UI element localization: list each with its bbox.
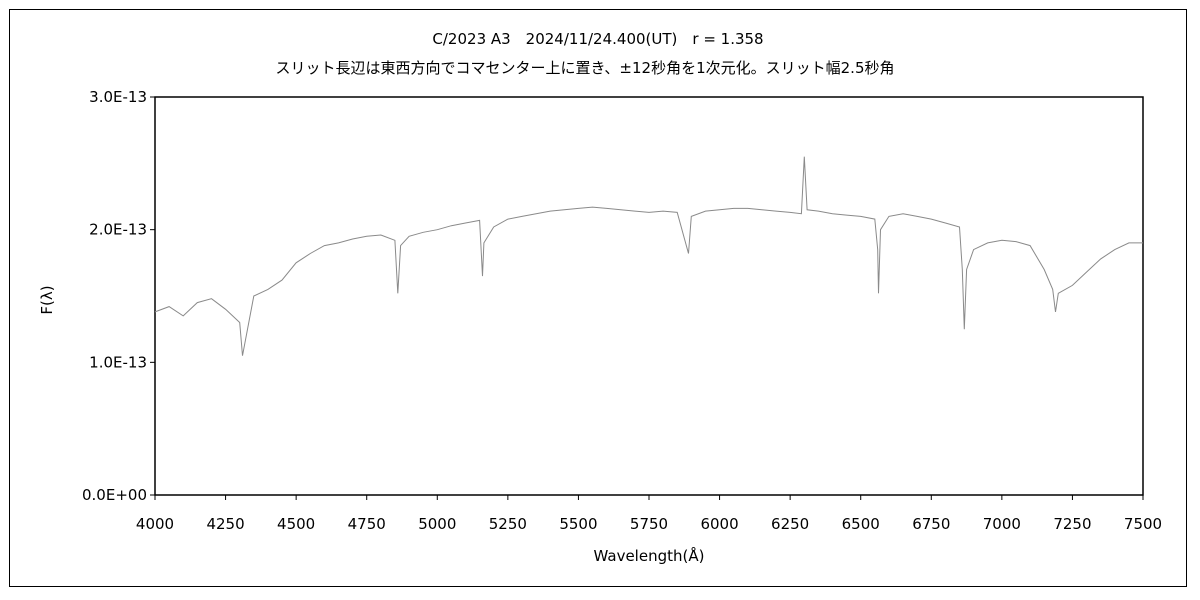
y-tick-label: 3.0E-13 [89, 88, 147, 106]
y-axis: 0.0E+00 1.0E-13 2.0E-13 3.0E-13 [82, 88, 155, 504]
x-tick-label: 5500 [559, 515, 597, 533]
chart-frame [9, 9, 1187, 587]
x-tick-label: 5250 [489, 515, 527, 533]
x-tick-label: 6500 [842, 515, 880, 533]
series-group [154, 156, 1143, 356]
x-tick-label: 7500 [1124, 515, 1162, 533]
x-tick-label: 6000 [700, 515, 738, 533]
x-tick-label: 4500 [277, 515, 315, 533]
x-tick-label: 5000 [418, 515, 456, 533]
x-tick-label: 6750 [912, 515, 950, 533]
spectrum-line [154, 156, 1143, 356]
x-tick-label: 5750 [630, 515, 668, 533]
plot-area-border [154, 96, 1144, 496]
x-tick-label: 7250 [1053, 515, 1091, 533]
chart-subtitle: スリット長辺は東西方向でコマセンター上に置き、±12秒角を1次元化。スリット幅2… [275, 59, 894, 77]
x-axis-label: Wavelength(Å) [594, 546, 705, 565]
y-axis-label: F(λ) [38, 285, 56, 314]
chart-title: C/2023 A3 2024/11/24.400(UT) r = 1.358 [432, 30, 763, 48]
x-tick-label: 7000 [983, 515, 1021, 533]
x-tick-label: 4750 [348, 515, 386, 533]
x-axis: 4000 4250 4500 4750 5000 5250 5500 5750 6000 6250… [136, 495, 1162, 533]
x-tick-label: 6250 [771, 515, 809, 533]
y-tick-label: 1.0E-13 [89, 353, 147, 371]
x-tick-label: 4000 [136, 515, 174, 533]
y-tick-label: 2.0E-13 [89, 221, 147, 239]
y-tick-label: 0.0E+00 [82, 486, 147, 504]
x-tick-label: 4250 [206, 515, 244, 533]
